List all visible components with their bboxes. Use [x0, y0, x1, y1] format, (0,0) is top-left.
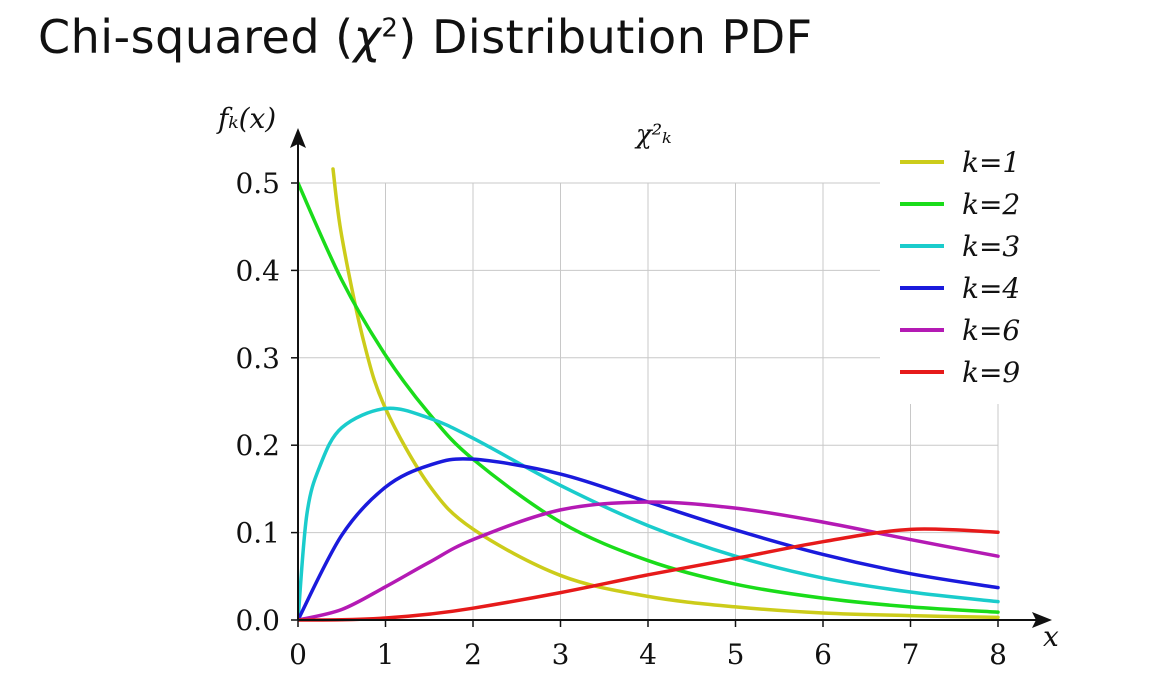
legend-label-k2: k=2 [962, 188, 1020, 221]
tick-labels: 0 1 2 3 4 5 6 7 8 0.0 0.1 0.2 0.3 0.4 0.5 [235, 167, 1006, 671]
series-line-k2 [298, 181, 1000, 614]
legend: k=1 k=2 k=3 k=4 k=6 k=9 [880, 142, 1040, 404]
x-tick-label: 4 [639, 638, 657, 671]
series-line-k3 [298, 406, 1000, 622]
y-tick-label: 0.0 [235, 604, 280, 637]
legend-label-k4: k=4 [962, 272, 1020, 305]
legend-label-k9: k=9 [962, 356, 1020, 389]
series-line-k6 [298, 500, 1000, 622]
x-tick-label: 5 [727, 638, 745, 671]
series-lines [298, 167, 1000, 622]
y-tick-label: 0.5 [235, 167, 280, 200]
y-tick-label: 0.2 [235, 429, 280, 462]
x-tick-label: 1 [377, 638, 395, 671]
legend-label-k1: k=1 [962, 146, 1020, 179]
page-title: Chi-squared (χ2) Distribution PDF [38, 10, 813, 64]
series-line-k4 [298, 457, 1000, 622]
y-tick-label: 0.3 [235, 342, 280, 375]
axes [290, 128, 1052, 628]
title-suffix: ) Distribution PDF [398, 10, 813, 64]
series-line-k9 [298, 527, 1000, 622]
x-tick-label: 6 [814, 638, 832, 671]
x-tick-label: 0 [289, 638, 307, 671]
legend-label-k6: k=6 [962, 314, 1020, 347]
x-tick-label: 7 [902, 638, 920, 671]
title-prefix: Chi-squared ( [38, 10, 354, 64]
x-axis-arrow [1032, 612, 1052, 628]
series-line-k1 [331, 167, 1000, 620]
grid-lines [298, 182, 999, 620]
y-axis-arrow [290, 128, 306, 148]
chart-subtitle: χ²ₖ [634, 120, 672, 150]
x-axis-label: x [1043, 620, 1059, 653]
x-tick-label: 8 [989, 638, 1007, 671]
x-tick-label: 3 [552, 638, 570, 671]
title-power: 2 [381, 13, 399, 44]
legend-label-k3: k=3 [962, 230, 1020, 263]
legend-background [880, 142, 1040, 404]
chi-symbol: χ [353, 10, 382, 64]
y-tick-label: 0.1 [235, 517, 280, 550]
y-tick-label: 0.4 [235, 254, 280, 287]
y-axis-label: fₖ(x) [216, 102, 276, 135]
x-tick-label: 2 [464, 638, 482, 671]
